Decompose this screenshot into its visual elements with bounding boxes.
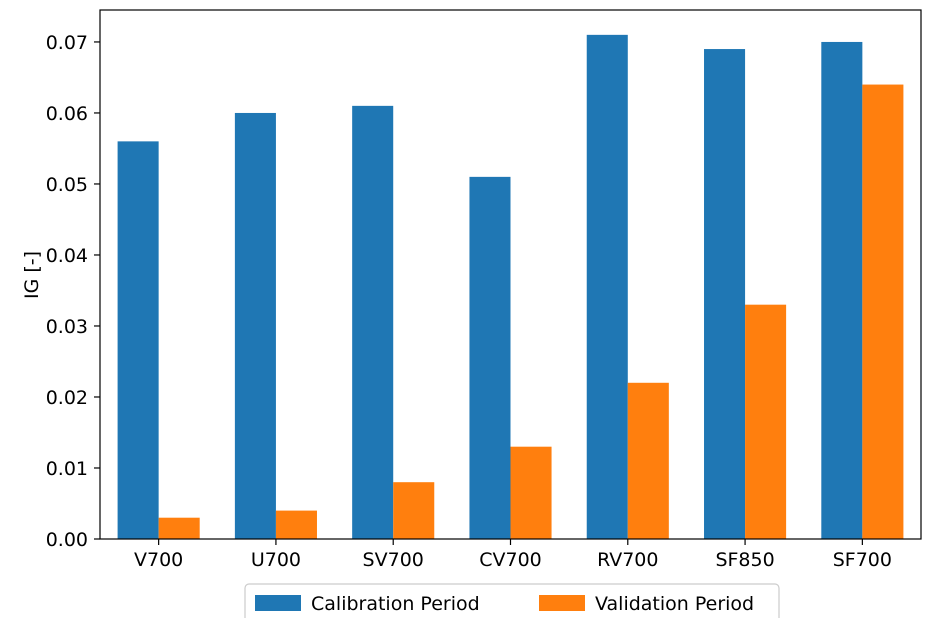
- bar-calibration-u700: [234, 112, 276, 540]
- bar-validation-u700: [275, 510, 317, 539]
- y-tick-label: 0.03: [46, 316, 88, 338]
- legend-swatch-validation: [539, 595, 585, 611]
- x-tick-label: CV700: [479, 549, 542, 571]
- bar-calibration-sf850: [704, 49, 746, 540]
- y-tick-label: 0.04: [46, 245, 88, 267]
- bar-validation-v700: [158, 517, 200, 539]
- x-tick-label: U700: [251, 549, 301, 571]
- x-tick-label: SV700: [363, 549, 424, 571]
- bar-validation-sf850: [745, 304, 787, 539]
- bar-calibration-cv700: [469, 176, 511, 539]
- y-tick-label: 0.02: [46, 387, 88, 409]
- bar-validation-cv700: [510, 446, 552, 539]
- legend-box: [244, 583, 780, 622]
- bar-calibration-sf700: [821, 41, 863, 539]
- bar-validation-sv700: [393, 482, 435, 539]
- x-tick-label: V700: [134, 549, 183, 571]
- y-tick-label: 0.00: [46, 529, 88, 551]
- y-tick-label: 0.07: [46, 32, 88, 54]
- y-tick-label: 0.05: [46, 174, 88, 196]
- legend-swatch-calibration: [255, 595, 301, 611]
- x-tick-label: SF850: [715, 549, 774, 571]
- bar-calibration-sv700: [352, 105, 394, 539]
- bar-calibration-rv700: [586, 34, 628, 539]
- bar-validation-sf700: [862, 84, 904, 540]
- x-tick-label: RV700: [597, 549, 658, 571]
- y-tick-label: 0.01: [46, 458, 88, 480]
- legend-label-validation: Validation Period: [595, 593, 754, 615]
- y-axis-label: IG [-]: [21, 251, 43, 299]
- legend-label-calibration: Calibration Period: [311, 593, 480, 615]
- y-tick-label: 0.06: [46, 103, 88, 125]
- x-tick-label: SF700: [833, 549, 892, 571]
- bar-validation-rv700: [627, 382, 669, 539]
- bar-calibration-v700: [117, 141, 159, 539]
